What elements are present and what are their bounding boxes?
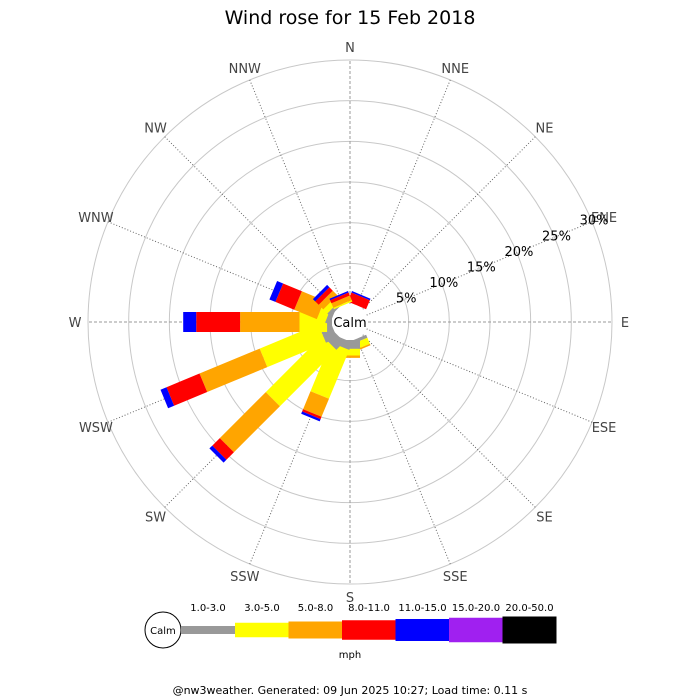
legend-swatch-5.0-8.0 xyxy=(288,621,343,639)
legend-swatch-15.0-20.0 xyxy=(449,617,503,643)
ring-label-5: 5% xyxy=(396,292,417,307)
legend-label-15.0-20.0: 15.0-20.0 xyxy=(452,603,500,614)
ring-label-30: 30% xyxy=(580,214,609,229)
direction-label-wsw: WSW xyxy=(79,421,113,436)
legend-label-3.0-5.0: 3.0-5.0 xyxy=(244,603,279,614)
bar-sw-5.0-8.0 xyxy=(219,392,280,453)
direction-label-ene: ENE xyxy=(591,211,617,226)
legend-swatch-11.0-15.0 xyxy=(395,619,450,641)
legend-units: mph xyxy=(339,650,361,661)
bar-nne-8.0-11.0 xyxy=(347,292,370,310)
direction-labels: N NNE NE ENE E ESE SE SSE S SSW SW WSW W WNW NW NNW xyxy=(69,41,630,606)
bar-wsw-11.0-15.0 xyxy=(160,387,175,409)
bar-w-8.0-11.0 xyxy=(196,312,241,332)
legend-label-11.0-15.0: 11.0-15.0 xyxy=(398,603,446,614)
footer-text: @nw3weather. Generated: 09 Jun 2025 10:2… xyxy=(173,684,528,697)
ring-label-25: 25% xyxy=(542,229,571,244)
bar-nnw-11.0-15.0 xyxy=(329,291,349,301)
legend-calm-label: Calm xyxy=(150,626,176,637)
bar-ssw-3.0-5.0 xyxy=(310,342,350,399)
ring-label-10: 10% xyxy=(429,276,458,291)
bar-nnw-8.0-11.0 xyxy=(330,292,350,304)
legend-swatch-3.0-5.0 xyxy=(235,622,289,638)
calm-circle xyxy=(332,304,368,340)
bar-nnw-3.0-5.0 xyxy=(333,300,353,310)
bar-wsw-3.0-5.0 xyxy=(259,324,326,368)
direction-label-sw: SW xyxy=(145,510,166,525)
ring-label-15: 15% xyxy=(467,260,496,275)
bar-nne-11.0-15.0 xyxy=(351,291,371,301)
legend-label-1.0-3.0: 1.0-3.0 xyxy=(190,603,225,614)
bar-ssw-8.0-11.0 xyxy=(302,409,322,420)
ring-25 xyxy=(128,100,572,544)
legend-swatch-1.0-3.0 xyxy=(181,626,235,634)
bar-wsw-5.0-8.0 xyxy=(199,348,268,392)
direction-label-ssw: SSW xyxy=(230,570,260,585)
calm-label: Calm xyxy=(333,316,366,331)
direction-label-sse: SSE xyxy=(443,570,468,585)
bar-wnw-11.0-15.0 xyxy=(269,281,284,302)
direction-label-ne: NE xyxy=(535,122,553,137)
direction-label-s: S xyxy=(346,591,354,606)
legend-label-5.0-8.0: 5.0-8.0 xyxy=(298,603,333,614)
bar-nnw-5.0-8.0 xyxy=(331,295,352,308)
bar-sw-8.0-11.0 xyxy=(212,438,234,460)
bar-nw-11.0-15.0 xyxy=(312,284,330,302)
legend-label-20.0-50.0: 20.0-50.0 xyxy=(505,603,553,614)
bar-sw-11.0-15.0 xyxy=(209,445,227,463)
ring-30 xyxy=(87,59,613,585)
legend: Calm mph 1.0-3.0 3.0-5.0 5.0-8.0 8.0-11.0 11… xyxy=(144,603,557,661)
bar-wsw-8.0-11.0 xyxy=(166,373,208,406)
direction-label-se: SE xyxy=(536,510,552,525)
direction-label-n: N xyxy=(345,41,355,56)
legend-label-8.0-11.0: 8.0-11.0 xyxy=(348,603,390,614)
direction-label-nw: NW xyxy=(144,122,167,137)
legend-swatch-20.0-50.0 xyxy=(502,616,557,644)
chart-title: Wind rose for 15 Feb 2018 xyxy=(225,7,476,29)
bar-nw-5.0-8.0 xyxy=(318,290,338,310)
bar-w-11.0-15.0 xyxy=(183,312,197,332)
ring-label-20: 20% xyxy=(504,245,533,260)
bar-wnw-8.0-11.0 xyxy=(275,283,302,310)
bar-sw-3.0-5.0 xyxy=(265,335,337,407)
direction-label-e: E xyxy=(621,316,629,331)
direction-label-w: W xyxy=(69,316,82,331)
bar-ssw-11.0-15.0 xyxy=(301,411,321,422)
direction-label-nnw: NNW xyxy=(229,62,261,77)
legend-swatch-8.0-11.0 xyxy=(342,620,396,640)
bar-nw-8.0-11.0 xyxy=(315,287,333,305)
direction-label-nne: NNE xyxy=(441,62,469,77)
wind-bars xyxy=(160,281,371,463)
bar-w-5.0-8.0 xyxy=(240,312,300,332)
ring-labels: 5% 10% 15% 20% 25% 30% xyxy=(396,214,609,307)
direction-label-wnw: WNW xyxy=(78,211,114,226)
bar-ssw-5.0-8.0 xyxy=(303,391,329,417)
direction-label-ese: ESE xyxy=(592,421,617,436)
